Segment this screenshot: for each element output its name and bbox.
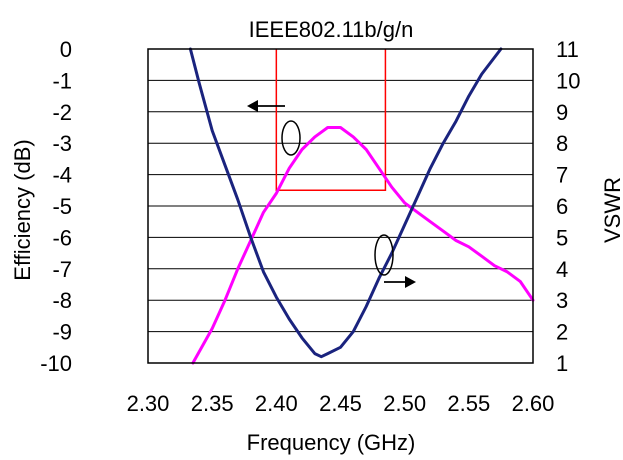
y-left-tick-label: -7 bbox=[52, 257, 72, 282]
plot-frame bbox=[147, 48, 534, 364]
y-right-tick-label: 4 bbox=[556, 257, 568, 282]
efficiency-pointer-curl bbox=[281, 120, 301, 156]
y-right-tick-label: 7 bbox=[556, 163, 568, 188]
band-box-outline bbox=[275, 49, 387, 192]
y-right-tick-label: 3 bbox=[556, 288, 568, 313]
y-right-tick-label: 8 bbox=[556, 131, 568, 156]
x-tick-labels: 2.30 2.35 2.40 2.45 2.50 2.55 2.60 bbox=[127, 391, 555, 416]
x-tick-label: 2.60 bbox=[512, 391, 555, 416]
y-left-tick-label: -1 bbox=[52, 68, 72, 93]
x-tick-label: 2.40 bbox=[255, 391, 298, 416]
y-left-tick-labels: 0 -1 -2 -3 -4 -5 -6 -7 -8 -9 -10 bbox=[40, 37, 72, 376]
y-left-tick-label: 0 bbox=[60, 37, 72, 62]
band-box bbox=[275, 49, 387, 192]
series-group bbox=[188, 47, 535, 365]
y-left-tick-label: -5 bbox=[52, 194, 72, 219]
y-right-tick-label: 10 bbox=[556, 68, 580, 93]
chart-title: IEEE802.11b/g/n bbox=[249, 17, 414, 42]
y-left-tick-label: -9 bbox=[52, 320, 72, 345]
efficiency-series-line bbox=[191, 126, 535, 365]
y-right-tick-label: 1 bbox=[556, 351, 568, 376]
x-tick-label: 2.55 bbox=[447, 391, 490, 416]
y-right-tick-label: 9 bbox=[556, 100, 568, 125]
x-tick-label: 2.45 bbox=[319, 391, 362, 416]
y-right-tick-label: 6 bbox=[556, 194, 568, 219]
vswr-series-line bbox=[188, 47, 503, 359]
vswr-pointer-curl bbox=[374, 234, 394, 276]
y-right-tick-label: 5 bbox=[556, 225, 568, 250]
y-left-axis-label: Efficiency (dB) bbox=[10, 139, 35, 280]
x-tick-label: 2.30 bbox=[127, 391, 170, 416]
x-axis-label: Frequency (GHz) bbox=[247, 430, 416, 455]
y-left-tick-label: -8 bbox=[52, 288, 72, 313]
y-left-tick-label: -2 bbox=[52, 100, 72, 125]
vswr-pointer-arrow-head bbox=[405, 276, 416, 288]
axis-pointer-annotations bbox=[247, 100, 416, 288]
y-left-tick-label: -4 bbox=[52, 163, 72, 188]
y-right-tick-labels: 11 10 9 8 7 6 5 4 3 2 1 bbox=[556, 37, 580, 376]
y-left-tick-label: -10 bbox=[40, 351, 72, 376]
y-right-tick-label: 11 bbox=[556, 37, 579, 62]
y-right-tick-label: 2 bbox=[556, 320, 568, 345]
efficiency-pointer-arrow-head bbox=[247, 100, 258, 112]
y-left-tick-label: -3 bbox=[52, 131, 72, 156]
y-left-tick-label: -6 bbox=[52, 225, 72, 250]
x-tick-label: 2.50 bbox=[383, 391, 426, 416]
x-tick-label: 2.35 bbox=[191, 391, 234, 416]
grid-lines bbox=[148, 79, 533, 333]
y-right-axis-label: VSWR bbox=[600, 177, 623, 243]
